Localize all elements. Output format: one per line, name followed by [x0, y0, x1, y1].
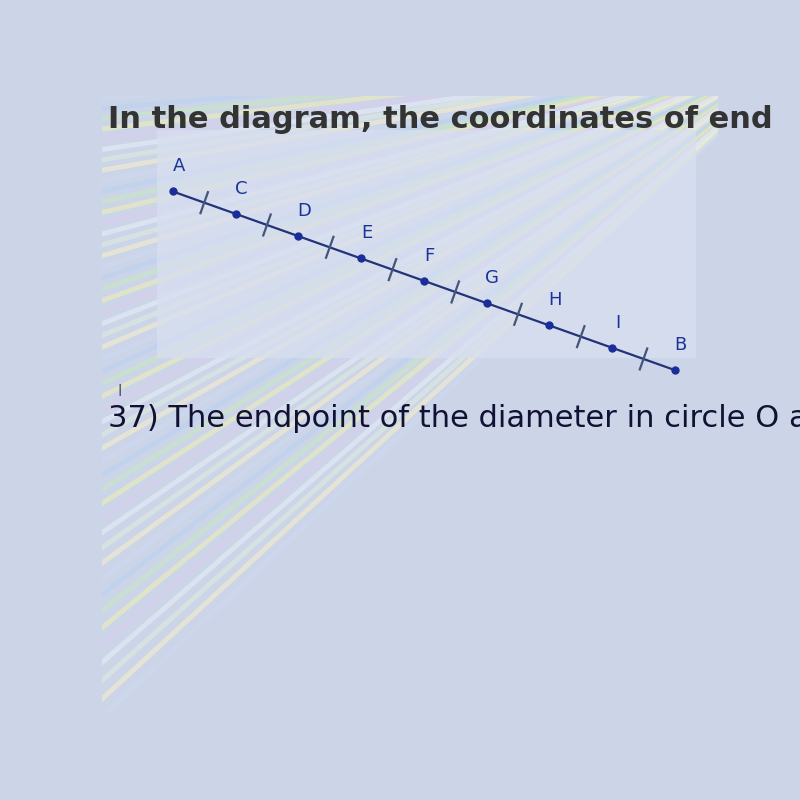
- Text: In the diagram, the coordinates of end: In the diagram, the coordinates of end: [108, 106, 773, 134]
- Text: H: H: [549, 291, 562, 310]
- Text: C: C: [235, 179, 248, 198]
- Text: E: E: [362, 224, 373, 242]
- Text: I: I: [615, 314, 621, 331]
- Text: A: A: [173, 158, 185, 175]
- Text: D: D: [297, 202, 311, 220]
- Text: G: G: [486, 269, 499, 287]
- Text: B: B: [674, 336, 686, 354]
- Text: F: F: [425, 246, 434, 265]
- Text: I: I: [118, 384, 122, 399]
- Bar: [158, 130, 697, 358]
- Text: 37) The endpoint of the diameter in circle O ar: 37) The endpoint of the diameter in circ…: [108, 404, 800, 433]
